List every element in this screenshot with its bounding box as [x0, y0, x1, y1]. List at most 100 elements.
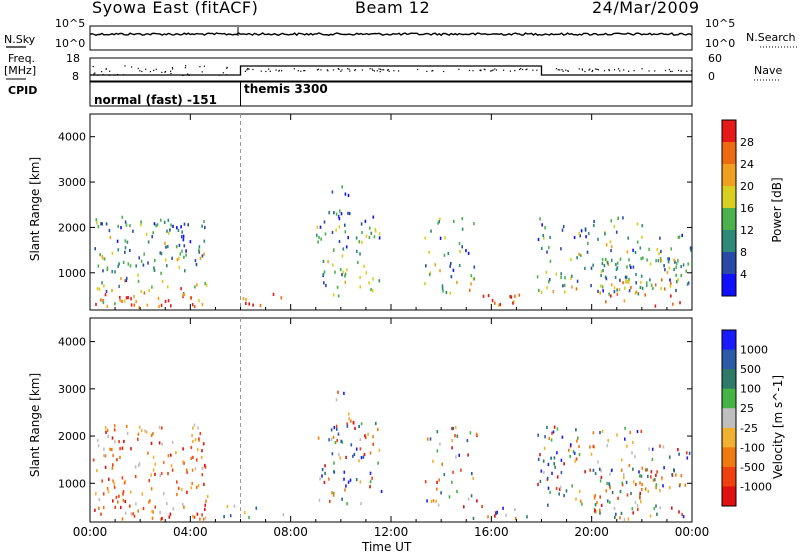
power-cell	[359, 252, 361, 256]
velocity-cell	[167, 454, 170, 458]
nave-point	[432, 70, 434, 72]
velocity-cell	[590, 452, 593, 456]
velocity-cell	[584, 470, 586, 474]
cpid-mode-1: normal (fast) -151	[94, 93, 217, 107]
power-cell	[185, 253, 187, 257]
power-cell	[610, 245, 613, 249]
velocity-cell	[673, 469, 675, 473]
velocity-cell	[223, 515, 225, 519]
power-cell	[338, 217, 341, 221]
power-colorbar-frame	[721, 119, 737, 297]
power-cell	[632, 248, 634, 252]
velocity-cell	[620, 511, 623, 515]
velocity-colorbar-tick: -1000	[740, 480, 772, 493]
power-cell	[116, 239, 119, 243]
power-cell	[635, 290, 638, 294]
power-cell	[180, 225, 182, 229]
velocity-cell	[192, 455, 194, 459]
power-cell	[428, 273, 431, 277]
power-cell	[465, 249, 467, 253]
nave-point	[155, 68, 157, 70]
velocity-cell	[609, 486, 611, 490]
power-cell	[545, 270, 548, 274]
nave-point	[320, 69, 322, 71]
velocity-cell	[340, 439, 342, 443]
power-cell	[120, 226, 122, 230]
freq-line	[90, 65, 692, 76]
power-cell	[341, 254, 344, 258]
velocity-cell	[199, 432, 202, 436]
power-cell	[605, 277, 608, 281]
velocity-cell	[144, 429, 146, 433]
nave-point	[557, 69, 559, 71]
power-cell	[135, 300, 137, 304]
velocity-cell	[336, 439, 338, 443]
nave-point	[484, 69, 486, 71]
power-cell	[175, 245, 178, 249]
power-cell	[337, 214, 340, 218]
power-cell	[182, 238, 185, 242]
power-cell	[652, 286, 654, 290]
power-cell	[644, 293, 646, 297]
power-cell	[640, 257, 642, 261]
power-cell	[204, 282, 206, 286]
velocity-cell	[350, 419, 352, 423]
power-cell	[677, 278, 679, 282]
nave-point	[340, 70, 342, 72]
cpid-panel-frame	[89, 81, 693, 107]
velocity-cell	[436, 487, 438, 491]
power-cell	[458, 263, 461, 268]
power-cell	[601, 261, 604, 266]
nave-point	[619, 70, 621, 72]
power-cell	[510, 295, 513, 299]
nave-point	[595, 68, 597, 70]
nave-point	[491, 70, 493, 72]
nave-point	[555, 68, 558, 70]
nave-point	[303, 70, 305, 72]
nave-point	[373, 70, 375, 72]
power-cell	[541, 246, 543, 250]
power-cell	[168, 231, 170, 235]
nave-point	[347, 68, 349, 70]
power-cell	[111, 289, 113, 293]
power-cell	[601, 257, 604, 262]
velocity-cell	[170, 464, 173, 468]
velocity-cell	[556, 475, 559, 479]
velocity-cell	[194, 467, 197, 471]
power-cell	[178, 265, 181, 269]
nave-point	[633, 70, 635, 72]
velocity-cell	[514, 516, 517, 521]
nave-point	[686, 70, 688, 72]
power-cell	[146, 303, 149, 307]
power-cell	[499, 303, 501, 307]
velocity-cell	[151, 516, 154, 520]
velocity-cell	[472, 476, 474, 480]
velocity-cell	[592, 468, 595, 472]
velocity-cell	[651, 447, 654, 451]
power-cell	[181, 230, 183, 234]
velocity-cell	[137, 463, 140, 467]
power-cell	[679, 301, 681, 305]
velocity-cell	[352, 454, 354, 458]
power-cell	[635, 281, 637, 285]
velocity-cell	[201, 449, 203, 453]
power-cell	[590, 284, 592, 288]
nave-point	[268, 68, 270, 70]
power-cell	[538, 288, 540, 292]
power-cell	[203, 239, 206, 243]
velocity-cell	[439, 442, 441, 446]
power-cell	[561, 228, 564, 232]
velocity-cell	[324, 464, 326, 468]
power-cell	[670, 247, 672, 251]
velocity-cell	[191, 481, 193, 486]
nave-point	[562, 70, 564, 72]
velocity-cell	[160, 517, 162, 521]
velocity-cell	[199, 517, 201, 521]
power-cell	[170, 223, 172, 227]
velocity-cell	[595, 510, 597, 514]
nave-point	[641, 68, 643, 70]
power-cell	[630, 285, 632, 290]
power-cell	[584, 266, 586, 270]
power-cell	[623, 299, 626, 303]
power-cell	[378, 232, 381, 236]
